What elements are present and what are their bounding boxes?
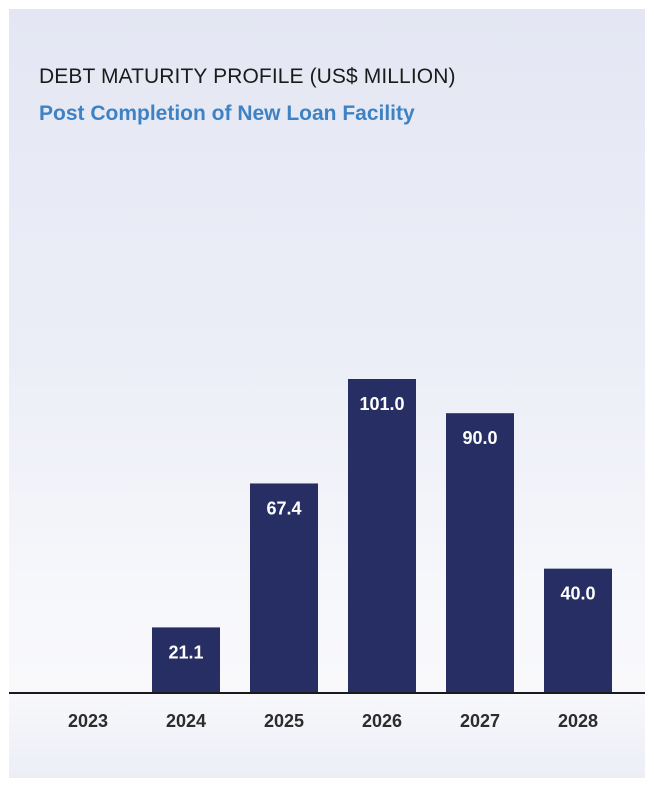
chart-panel: DEBT MATURITY PROFILE (US$ MILLION) Post… (9, 9, 645, 778)
bar-value-label-2026: 101.0 (359, 394, 404, 414)
bar-2026 (348, 379, 416, 693)
bar-2028 (544, 568, 612, 693)
x-tick-label-2023: 2023 (68, 711, 108, 731)
chart-title: DEBT MATURITY PROFILE (US$ MILLION) (39, 65, 456, 88)
bar-chart: 2023 21.1 2024 67.4 2025 101.0 2026 90.0 2027 40.… (9, 379, 645, 731)
x-tick-label-2024: 2024 (166, 711, 206, 731)
x-tick-label-2025: 2025 (264, 711, 304, 731)
bar-value-label-2024: 21.1 (168, 642, 203, 662)
bar-2027 (446, 413, 514, 693)
x-tick-label-2028: 2028 (558, 711, 598, 731)
bar-value-label-2027: 90.0 (462, 428, 497, 448)
x-tick-label-2027: 2027 (460, 711, 500, 731)
chart-subtitle: Post Completion of New Loan Facility (39, 102, 415, 125)
bar-value-label-2028: 40.0 (560, 584, 595, 604)
x-tick-label-2026: 2026 (362, 711, 402, 731)
bar-2024 (152, 627, 220, 693)
bar-2025 (250, 483, 318, 693)
bar-value-label-2025: 67.4 (266, 498, 301, 518)
